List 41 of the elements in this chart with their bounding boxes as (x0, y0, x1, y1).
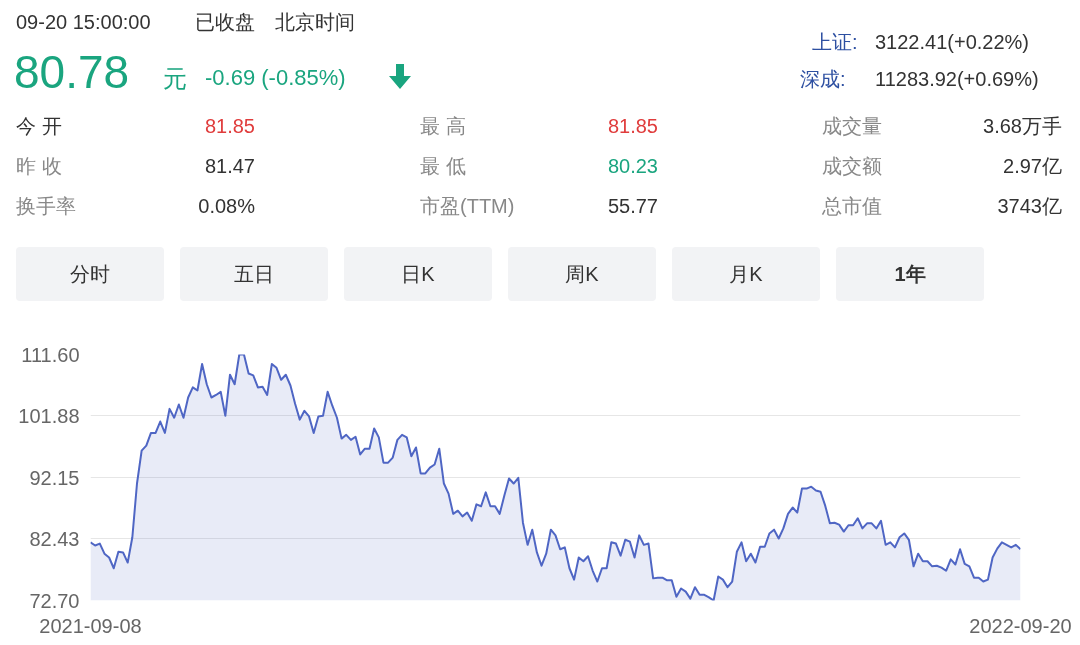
text: 昨 收 (16, 154, 62, 179)
text: 总市值 (822, 194, 882, 219)
y-tick-label: 72.70 (29, 589, 80, 612)
text: 市盈(TTM) (420, 194, 515, 219)
text: 上证: (812, 30, 858, 55)
text: -0.69 (-0.85%) (205, 64, 346, 92)
text: 80.78 (14, 45, 130, 100)
text: 81.47 (204, 154, 255, 179)
text: 深成: (800, 67, 846, 92)
text: 80.23 (607, 154, 658, 179)
text: 55.77 (607, 194, 658, 219)
x-tick-label: 2021-09-08 (39, 614, 142, 637)
y-tick-label: 111.60 (21, 343, 80, 366)
text: 元 (163, 64, 187, 94)
y-tick-label: 82.43 (29, 527, 80, 550)
text: 最 高 (420, 114, 466, 139)
text: 11283.92(+0.69%) (875, 67, 1039, 92)
y-tick-label: 101.88 (18, 404, 80, 427)
text: 0.08% (198, 194, 255, 219)
text: 北京时间 (275, 10, 355, 35)
text: 成交额 (822, 154, 882, 179)
x-tick-label: 2022-09-20 (969, 614, 1072, 637)
text: 月K (672, 247, 820, 301)
text: 最 低 (420, 154, 466, 179)
text: 1年 (836, 247, 984, 301)
text: 2.97亿 (1003, 154, 1062, 179)
text: 3743亿 (997, 194, 1062, 219)
text: 周K (508, 247, 656, 301)
y-tick-label: 92.15 (29, 466, 80, 489)
text: 3122.41(+0.22%) (875, 30, 1030, 55)
text: 换手率 (16, 194, 76, 219)
text: 成交量 (822, 114, 882, 139)
text: 分时 (16, 247, 164, 301)
text: 已收盘 (195, 10, 255, 35)
text: 3.68万手 (983, 114, 1062, 139)
text: 81.85 (204, 114, 255, 139)
text: 五日 (180, 247, 328, 301)
text: 81.85 (607, 114, 658, 139)
text: 日K (344, 247, 492, 301)
text: 09-20 15:00:00 (16, 10, 151, 35)
text: 今 开 (16, 114, 62, 139)
